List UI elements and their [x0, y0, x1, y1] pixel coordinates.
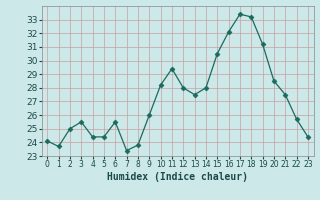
- X-axis label: Humidex (Indice chaleur): Humidex (Indice chaleur): [107, 172, 248, 182]
